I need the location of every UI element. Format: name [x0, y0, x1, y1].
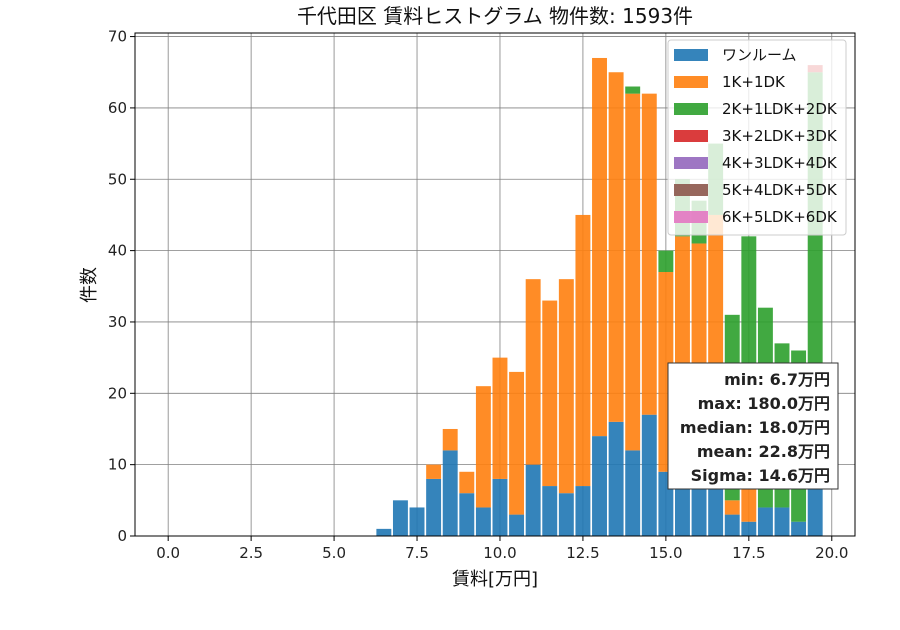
bar-segment [558, 279, 574, 494]
legend-swatch [674, 130, 708, 142]
bar-segment [575, 486, 591, 536]
y-axis-title: 件数 [79, 267, 100, 303]
bar-segment [625, 93, 641, 451]
legend-label: 5K+4LDK+5DK [722, 181, 838, 199]
bar-segment [608, 72, 624, 422]
bar-segment [807, 486, 823, 536]
bar-segment [459, 493, 475, 536]
bar-segment [542, 300, 558, 487]
legend-box [667, 39, 847, 236]
stats-line: Sigma: 14.6万円 [691, 466, 830, 485]
bar-segment [641, 414, 657, 536]
legend-label: ワンルーム [722, 46, 797, 64]
legend-label: 6K+5LDK+6DK [722, 208, 838, 226]
y-tick-label: 10 [108, 456, 127, 474]
y-tick-label: 0 [117, 527, 127, 545]
bar-segment [724, 500, 740, 515]
legend-label: 2K+1LDK+2DK [722, 100, 838, 118]
y-tick-label: 60 [108, 99, 127, 117]
bar-segment [392, 500, 408, 536]
x-tick-label: 20.0 [815, 544, 848, 562]
bar-segment [592, 57, 607, 437]
stats-line: mean: 22.8万円 [697, 442, 830, 461]
y-tick-label: 40 [108, 242, 127, 260]
bar-segment [525, 279, 541, 465]
legend-label: 1K+1DK [722, 73, 786, 91]
legend-swatch [674, 184, 708, 196]
stats-box: min: 6.7万円 max: 180.0万円 median: 18.0万円 mean… [667, 362, 839, 490]
bar-segment [442, 450, 458, 536]
legend-swatch [674, 157, 708, 169]
bar-segment [509, 514, 525, 536]
bar-segment [475, 507, 491, 536]
bar-segment [625, 86, 641, 94]
bar-segment [741, 521, 757, 536]
bar-segment [509, 371, 525, 515]
axis-ticks: 0.0 2.5 5.0 7.5 10.0 12.5 15.0 17.5 20.0 0 10 20 30 4… [108, 28, 849, 562]
bar-segment [741, 236, 757, 387]
bar-segment [558, 493, 574, 536]
x-axis-title: 賃料[万円] [452, 569, 538, 590]
bar-segment [475, 386, 491, 508]
stats-line: max: 180.0万円 [698, 394, 830, 413]
chart-title: 千代田区 賃料ヒストグラム 物件数: 1593件 [297, 4, 693, 28]
stats-line: min: 6.7万円 [724, 370, 830, 389]
bar-segment [791, 521, 807, 536]
x-tick-label: 0.0 [156, 544, 180, 562]
bar-segment [625, 450, 641, 536]
bar-segment [492, 478, 508, 536]
bar-segment [426, 478, 442, 536]
bar-segment [492, 357, 508, 479]
legend: ワンルーム 1K+1DK 2K+1LDK+2DK 3K+2LDK+3DK 4K+3LDK… [667, 39, 847, 236]
bar-segment [608, 421, 624, 536]
bar-segment [525, 464, 541, 536]
bar-segment [542, 486, 558, 536]
bar-segment [459, 471, 475, 494]
bar-segment [592, 436, 607, 536]
bar-segment [376, 528, 392, 536]
x-tick-label: 17.5 [732, 544, 765, 562]
bar-segment [426, 464, 442, 479]
x-tick-label: 12.5 [566, 544, 599, 562]
bar-segment [575, 214, 591, 487]
bar-segment [641, 93, 657, 415]
bar-segment [774, 507, 790, 536]
x-tick-label: 15.0 [649, 544, 682, 562]
bar-segment [442, 428, 458, 451]
x-tick-label: 5.0 [322, 544, 346, 562]
bar-segment [724, 514, 740, 536]
bar-segment [658, 250, 674, 273]
bar-segment [409, 507, 425, 536]
bar-segment [675, 478, 690, 536]
y-tick-label: 20 [108, 384, 127, 402]
legend-label: 3K+2LDK+3DK [722, 127, 838, 145]
legend-swatch [674, 103, 708, 115]
legend-swatch [674, 211, 708, 223]
bar-segment [708, 478, 724, 536]
x-tick-label: 7.5 [405, 544, 429, 562]
legend-swatch [674, 49, 708, 61]
x-tick-label: 2.5 [239, 544, 263, 562]
stats-line: median: 18.0万円 [680, 418, 830, 437]
x-tick-label: 10.0 [483, 544, 516, 562]
bar-segment [691, 478, 707, 536]
legend-label: 4K+3LDK+4DK [722, 154, 838, 172]
stats-box-frame [667, 362, 839, 490]
y-tick-label: 50 [108, 170, 127, 188]
plot-frame [134, 32, 856, 537]
y-tick-label: 30 [108, 313, 127, 331]
y-tick-label: 70 [108, 28, 127, 46]
legend-swatch [674, 76, 708, 88]
bar-segment [757, 507, 773, 536]
